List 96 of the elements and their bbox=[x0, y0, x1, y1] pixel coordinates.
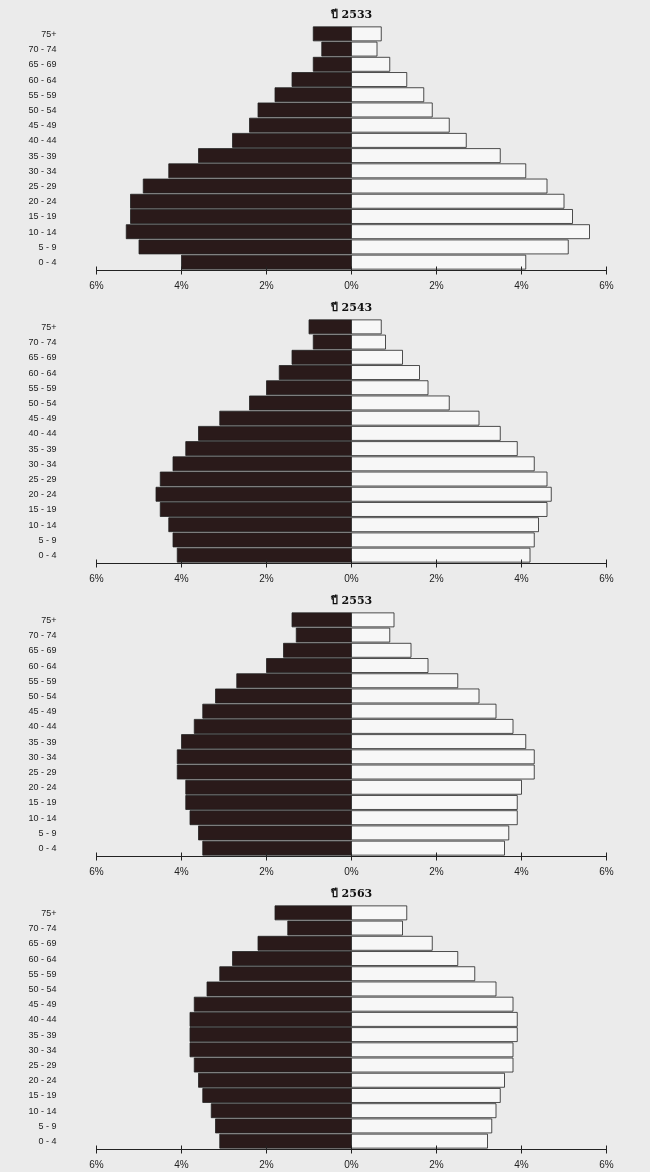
y-tick-label: 65 - 69 bbox=[28, 352, 57, 363]
y-tick-label: 45 - 49 bbox=[28, 413, 57, 424]
y-tick-label: 50 - 54 bbox=[28, 104, 57, 115]
y-tick-label: 60 - 64 bbox=[28, 660, 57, 671]
y-tick-label: 40 - 44 bbox=[28, 135, 57, 146]
y-tick-label: 15 - 19 bbox=[28, 797, 57, 808]
x-tick-label: 0% bbox=[344, 865, 359, 877]
x-tick-label: 6% bbox=[599, 1158, 614, 1170]
y-tick-label: 75+ bbox=[41, 907, 57, 918]
x-tick-label: 4% bbox=[174, 865, 189, 877]
y-tick-label: 60 - 64 bbox=[28, 953, 57, 964]
y-tick-label: 45 - 49 bbox=[28, 706, 57, 717]
x-tick-label: 0% bbox=[344, 1158, 359, 1170]
x-tick-label: 0% bbox=[344, 572, 359, 584]
y-tick-label: 75+ bbox=[41, 28, 57, 39]
y-tick-label: 55 - 59 bbox=[28, 89, 57, 100]
y-tick-label: 60 - 64 bbox=[28, 367, 57, 378]
x-tick-label: 6% bbox=[599, 865, 614, 877]
y-tick-label: 40 - 44 bbox=[28, 1014, 57, 1025]
y-tick-label: 25 - 29 bbox=[28, 1060, 57, 1071]
y-tick-label: 5 - 9 bbox=[38, 827, 57, 838]
x-tick-label: 6% bbox=[89, 865, 104, 877]
chart-title: ปี 2533 bbox=[329, 7, 373, 21]
y-tick-label: 45 - 49 bbox=[28, 120, 57, 131]
x-tick-label: 2% bbox=[429, 279, 444, 291]
y-tick-label: 70 - 74 bbox=[28, 923, 57, 934]
y-tick-label: 35 - 39 bbox=[28, 1029, 57, 1040]
y-tick-label: 20 - 24 bbox=[28, 196, 57, 207]
y-tick-label: 65 - 69 bbox=[28, 645, 57, 656]
chart-title: ปี 2563 bbox=[329, 886, 373, 900]
y-tick-label: 35 - 39 bbox=[28, 736, 57, 747]
y-tick-label: 5 - 9 bbox=[38, 241, 57, 252]
x-tick-label: 6% bbox=[89, 1158, 104, 1170]
y-tick-label: 50 - 54 bbox=[28, 397, 57, 408]
y-tick-label: 55 - 59 bbox=[28, 675, 57, 686]
x-tick-label: 2% bbox=[429, 865, 444, 877]
y-tick-label: 30 - 34 bbox=[28, 165, 57, 176]
x-tick-label: 6% bbox=[89, 572, 104, 584]
x-tick-label: 4% bbox=[514, 865, 529, 877]
y-tick-label: 40 - 44 bbox=[28, 428, 57, 439]
y-tick-label: 55 - 59 bbox=[28, 382, 57, 393]
y-tick-label: 25 - 29 bbox=[28, 474, 57, 485]
x-tick-label: 2% bbox=[259, 1158, 274, 1170]
x-tick-label: 6% bbox=[89, 279, 104, 291]
x-tick-label: 4% bbox=[174, 572, 189, 584]
y-tick-label: 30 - 34 bbox=[28, 751, 57, 762]
x-tick-label: 4% bbox=[174, 279, 189, 291]
y-tick-label: 45 - 49 bbox=[28, 999, 57, 1010]
y-tick-label: 5 - 9 bbox=[38, 1120, 57, 1131]
y-tick-label: 35 - 39 bbox=[28, 443, 57, 454]
x-tick-label: 6% bbox=[599, 572, 614, 584]
y-tick-label: 15 - 19 bbox=[28, 504, 57, 515]
y-tick-label: 70 - 74 bbox=[28, 337, 57, 348]
y-tick-label: 75+ bbox=[41, 321, 57, 332]
y-tick-label: 10 - 14 bbox=[28, 812, 57, 823]
y-tick-label: 50 - 54 bbox=[28, 983, 57, 994]
y-tick-label: 0 - 4 bbox=[38, 257, 57, 268]
y-tick-label: 30 - 34 bbox=[28, 1044, 57, 1055]
x-tick-label: 2% bbox=[259, 865, 274, 877]
x-tick-label: 2% bbox=[259, 572, 274, 584]
x-tick-label: 4% bbox=[174, 1158, 189, 1170]
y-tick-label: 30 - 34 bbox=[28, 458, 57, 469]
x-tick-label: 4% bbox=[514, 1158, 529, 1170]
y-tick-label: 10 - 14 bbox=[28, 519, 57, 530]
y-tick-label: 65 - 69 bbox=[28, 938, 57, 949]
x-tick-label: 2% bbox=[429, 572, 444, 584]
y-tick-label: 50 - 54 bbox=[28, 690, 57, 701]
y-tick-label: 55 - 59 bbox=[28, 968, 57, 979]
y-tick-label: 40 - 44 bbox=[28, 721, 57, 732]
y-tick-label: 70 - 74 bbox=[28, 630, 57, 641]
y-tick-label: 25 - 29 bbox=[28, 181, 57, 192]
x-tick-label: 2% bbox=[259, 279, 274, 291]
chart-title: ปี 2553 bbox=[329, 593, 373, 607]
y-tick-label: 35 - 39 bbox=[28, 150, 57, 161]
y-tick-label: 70 - 74 bbox=[28, 44, 57, 55]
y-tick-label: 0 - 4 bbox=[38, 550, 57, 561]
y-tick-label: 0 - 4 bbox=[38, 1136, 57, 1147]
y-tick-label: 20 - 24 bbox=[28, 1075, 57, 1086]
y-tick-label: 10 - 14 bbox=[28, 226, 57, 237]
x-tick-label: 0% bbox=[344, 279, 359, 291]
y-tick-label: 75+ bbox=[41, 614, 57, 625]
x-tick-label: 2% bbox=[429, 1158, 444, 1170]
x-tick-label: 4% bbox=[514, 279, 529, 291]
y-tick-label: 25 - 29 bbox=[28, 767, 57, 778]
y-tick-label: 10 - 14 bbox=[28, 1105, 57, 1116]
y-tick-label: 65 - 69 bbox=[28, 59, 57, 70]
x-tick-label: 6% bbox=[599, 279, 614, 291]
y-tick-label: 5 - 9 bbox=[38, 534, 57, 545]
y-tick-label: 15 - 19 bbox=[28, 211, 57, 222]
y-tick-label: 20 - 24 bbox=[28, 489, 57, 500]
y-tick-label: 15 - 19 bbox=[28, 1090, 57, 1101]
chart-title: ปี 2543 bbox=[329, 300, 373, 314]
y-tick-label: 60 - 64 bbox=[28, 74, 57, 85]
y-tick-label: 0 - 4 bbox=[38, 843, 57, 854]
y-tick-label: 20 - 24 bbox=[28, 782, 57, 793]
x-tick-label: 4% bbox=[514, 572, 529, 584]
